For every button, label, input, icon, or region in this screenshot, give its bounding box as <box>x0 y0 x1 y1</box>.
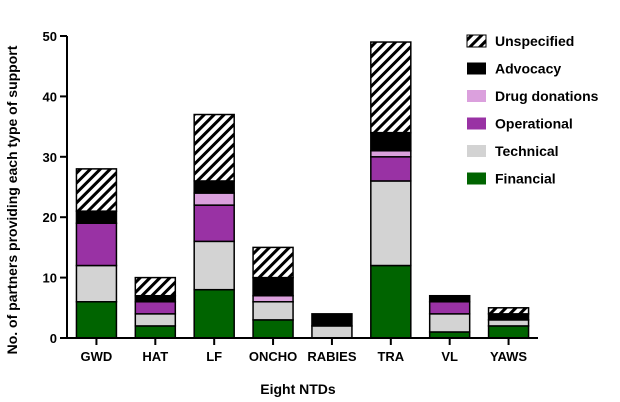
bar-lf-drug-donations <box>193 192 235 206</box>
y-tick-label: 0 <box>50 331 57 346</box>
bar-yaws-advocacy <box>487 313 530 321</box>
x-tick-label: RABIES <box>307 349 356 364</box>
bar-lf-advocacy <box>193 180 235 194</box>
legend-swatch <box>467 62 486 75</box>
x-tick-label: TRA <box>377 349 404 364</box>
x-tick-label: LF <box>206 349 222 364</box>
legend-label: Financial <box>495 171 556 187</box>
bar-oncho-advocacy <box>252 276 294 297</box>
bar-vl-technical <box>428 313 471 333</box>
legend-item-technical: Technical <box>467 143 559 159</box>
bar-oncho-financial <box>252 319 294 339</box>
bar-tra-drug-donations <box>370 150 412 158</box>
legend-swatch <box>467 117 486 130</box>
bar-hat-unspecified <box>134 276 177 297</box>
bar-yaws-technical <box>487 319 530 327</box>
bar-yaws-financial <box>487 325 530 339</box>
bar-gwd-financial <box>75 301 118 339</box>
legend-item-drug-donations: Drug donations <box>467 88 599 104</box>
bar-hat-technical <box>134 313 177 327</box>
bar-tra-financial <box>370 264 412 339</box>
bar-lf-technical <box>193 240 235 291</box>
legend-swatch <box>466 34 487 48</box>
legend-label: Technical <box>495 143 559 159</box>
bar-vl-advocacy <box>428 294 471 303</box>
legend-swatch <box>467 145 486 157</box>
bar-tra-operational <box>370 156 412 182</box>
bar-hat-financial <box>134 325 177 339</box>
x-tick-label: VL <box>441 349 458 364</box>
legend-swatch <box>467 172 486 185</box>
legend-item-unspecified: Unspecified <box>466 33 574 49</box>
legend-label: Operational <box>495 116 573 132</box>
bars <box>75 41 530 339</box>
bar-lf-unspecified <box>193 113 235 182</box>
x-tick-label: GWD <box>81 349 113 364</box>
bar-oncho-unspecified <box>252 246 294 279</box>
legend-label: Unspecified <box>495 33 574 49</box>
bar-vl-operational <box>428 301 471 315</box>
bar-oncho-technical <box>252 301 294 321</box>
bar-gwd-advocacy <box>75 210 118 224</box>
bar-tra-advocacy <box>370 131 412 152</box>
bar-gwd-unspecified <box>75 168 118 212</box>
bar-lf-operational <box>193 204 235 243</box>
bar-lf-financial <box>193 288 235 339</box>
y-tick-label: 10 <box>43 271 57 286</box>
y-axis-ticks: 0 10 20 30 40 50 <box>43 29 67 346</box>
y-tick-label: 20 <box>43 210 57 225</box>
x-tick-label: ONCHO <box>249 349 297 364</box>
bar-gwd-operational <box>75 222 118 267</box>
x-axis-ticks: GWD HAT LF ONCHO RABIES TRA VL YAWS <box>81 338 527 364</box>
x-tick-label: HAT <box>142 349 168 364</box>
bar-tra-unspecified <box>370 41 412 134</box>
bar-oncho-drug-donations <box>252 294 294 303</box>
bar-hat-advocacy <box>134 294 177 303</box>
y-tick-label: 50 <box>43 29 57 44</box>
legend-item-financial: Financial <box>467 171 556 187</box>
y-tick-label: 30 <box>43 150 57 165</box>
legend-item-operational: Operational <box>467 116 573 132</box>
legend-swatch <box>467 90 486 102</box>
x-axis-label: Eight NTDs <box>260 381 336 397</box>
y-tick-label: 40 <box>43 89 57 104</box>
legend-label: Drug donations <box>495 88 599 104</box>
bar-tra-technical <box>370 180 412 267</box>
x-tick-label: YAWS <box>490 349 527 364</box>
bar-rabies-advocacy <box>311 313 353 327</box>
legend-item-advocacy: Advocacy <box>467 61 561 77</box>
legend: Unspecified Advocacy Drug donations Operati… <box>466 33 599 187</box>
bar-rabies-technical <box>311 325 353 339</box>
bar-hat-operational <box>134 301 177 315</box>
bar-yaws-unspecified <box>487 307 530 315</box>
legend-label: Advocacy <box>495 61 561 77</box>
y-axis-label: No. of partners providing each type of s… <box>4 45 20 354</box>
bar-gwd-technical <box>75 264 118 303</box>
